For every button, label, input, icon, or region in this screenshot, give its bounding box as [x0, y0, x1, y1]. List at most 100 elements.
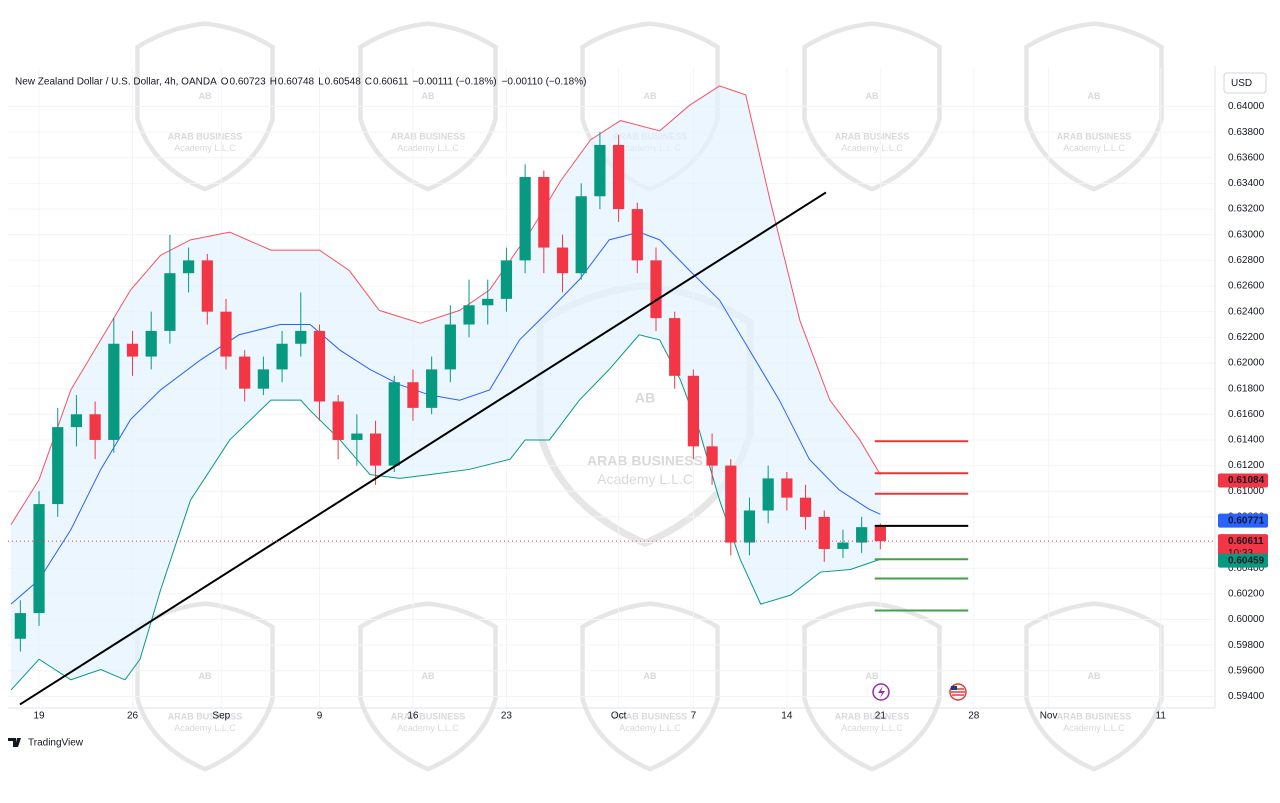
x-tick-label: 23: [501, 711, 513, 722]
candle-body: [725, 465, 737, 543]
currency-box[interactable]: [1223, 72, 1267, 94]
candle-body: [351, 433, 363, 440]
candle-body: [575, 196, 587, 274]
legend-change: −0.00110 (−0.18%): [502, 77, 587, 88]
y-tick-label: 0.61400: [1228, 435, 1265, 446]
candle-body: [612, 144, 625, 210]
x-tick-label: Nov: [1040, 711, 1058, 722]
candle-body: [426, 369, 438, 408]
watermark-sub: Academy L.L.C: [174, 723, 236, 733]
watermark-shield: [1024, 601, 1164, 772]
legend-key: O: [221, 77, 229, 88]
x-tick-label: 9: [317, 711, 323, 722]
candle-body: [108, 343, 120, 440]
watermark-shield: [580, 601, 720, 772]
watermark-logo: AB: [866, 671, 879, 681]
y-tick-label: 0.59800: [1228, 640, 1265, 651]
y-tick-label: 0.62200: [1228, 332, 1265, 343]
candle-body: [594, 144, 606, 197]
price-tag-label: 0.60459: [1228, 555, 1265, 566]
watermark-sub: Academy L.L.C: [397, 723, 459, 733]
candle-body: [650, 260, 662, 319]
price-tag-label: 0.60611: [1228, 536, 1264, 547]
legend-value: 0.60548: [325, 77, 362, 88]
plot-area: [8, 68, 1215, 708]
legend-key: H: [270, 77, 277, 88]
y-tick-label: 0.63800: [1228, 127, 1265, 138]
legend-key: L: [318, 77, 324, 88]
y-tick-label: 0.61200: [1228, 460, 1265, 471]
watermark-sub: Academy L.L.C: [1063, 723, 1125, 733]
candle-body: [220, 311, 232, 357]
watermark-sub: Academy L.L.C: [841, 143, 903, 153]
legend-value: 0.60748: [278, 77, 315, 88]
watermark-name: ARAB BUSINESS: [613, 711, 688, 721]
y-tick-label: 0.61600: [1228, 409, 1265, 420]
watermark-shield: [1024, 21, 1164, 192]
watermark-name: ARAB BUSINESS: [1057, 131, 1132, 141]
x-tick-label: 14: [781, 711, 793, 722]
candle-body: [369, 433, 382, 466]
y-tick-label: 0.61800: [1228, 383, 1265, 394]
band-fill: [10, 85, 881, 691]
y-tick-label: 0.61000: [1228, 486, 1265, 497]
candle-body: [313, 330, 326, 402]
candle-body: [388, 382, 400, 466]
candle-body: [837, 542, 849, 549]
candle-body: [52, 427, 64, 505]
candle-body: [687, 375, 699, 447]
x-tick-label: Oct: [611, 711, 627, 722]
watermark-shield: [135, 601, 275, 772]
candle-body: [538, 177, 550, 248]
candle-body: [743, 510, 756, 543]
candle-body: [799, 497, 812, 517]
watermark-logo: AB: [199, 671, 212, 681]
watermark-shield: [358, 21, 498, 192]
event-icon-flag-canton: [951, 686, 957, 690]
watermark: AB ARAB BUSINESS Academy L.L.C: [358, 21, 498, 192]
candle-body: [444, 324, 456, 370]
candle-body: [781, 478, 793, 498]
y-tick-label: 0.63400: [1228, 178, 1265, 189]
watermark: AB ARAB BUSINESS Academy L.L.C: [802, 21, 942, 192]
candle-body: [818, 516, 830, 549]
watermark-name: ARAB BUSINESS: [168, 711, 243, 721]
trendline: [19, 191, 827, 706]
candle-body: [295, 330, 307, 344]
y-tick-label: 0.64000: [1228, 101, 1265, 112]
candle-body: [500, 260, 513, 299]
legend-value: 0.60611: [373, 77, 409, 88]
legend-key: C: [365, 77, 372, 88]
candle-body: [164, 273, 176, 331]
watermark: AB ARAB BUSINESS Academy L.L.C: [580, 601, 720, 772]
currency-button[interactable]: USD: [1223, 72, 1267, 94]
candle-body: [706, 446, 718, 466]
watermark-sub: Academy L.L.C: [619, 723, 681, 733]
event-icon-bolt: [878, 686, 885, 698]
watermark-name: ARAB BUSINESS: [391, 131, 466, 141]
price-tag-label: 0.61084: [1228, 475, 1265, 486]
watermark-name: ARAB BUSINESS: [835, 131, 910, 141]
watermark: AB ARAB BUSINESS Academy L.L.C: [1024, 21, 1164, 192]
price-tag-label: 0.60771: [1228, 515, 1265, 526]
candle-body: [201, 260, 213, 312]
x-tick-label: 28: [968, 711, 980, 722]
y-tick-label: 0.60400: [1228, 563, 1265, 574]
watermark-shield: [802, 21, 942, 192]
candle-body: [257, 369, 269, 389]
candle-body: [14, 613, 26, 639]
x-tick-label: 26: [127, 711, 139, 722]
price-tag: [1218, 553, 1268, 568]
watermark-name: ARAB BUSINESS: [1057, 711, 1132, 721]
y-tick-label: 0.63200: [1228, 204, 1265, 215]
y-tick-label: 0.60200: [1228, 588, 1265, 599]
symbol: New Zealand Dollar / U.S. Dollar, 4h, OA…: [15, 77, 217, 88]
watermark: AB ARAB BUSINESS Academy L.L.C: [1024, 601, 1164, 772]
y-tick-label: 0.63000: [1228, 229, 1265, 240]
branding: TradingView: [8, 738, 84, 749]
candle-body: [856, 527, 868, 543]
currency[interactable]: USD: [1231, 78, 1252, 89]
watermark: AB ARAB BUSINESS Academy L.L.C: [802, 601, 942, 772]
